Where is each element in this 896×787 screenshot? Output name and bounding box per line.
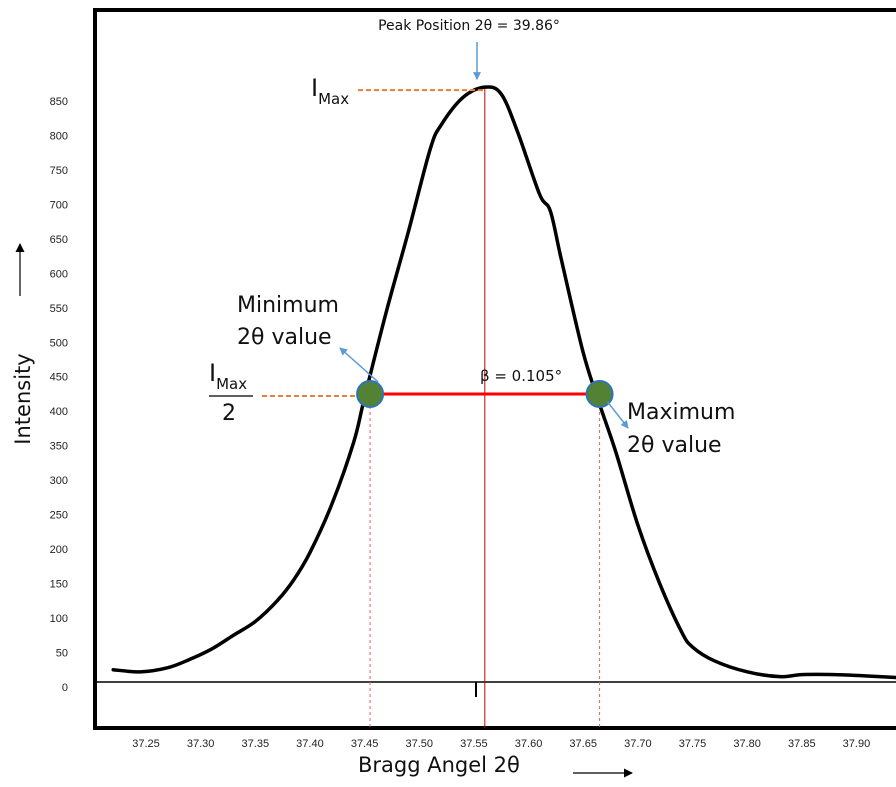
- max-2theta-label-line2: 2θ value: [627, 433, 722, 458]
- y-tick-label: 0: [62, 682, 68, 694]
- y-tick-label: 300: [50, 475, 68, 487]
- y-tick-label: 150: [50, 579, 68, 591]
- y-tick-label: 100: [50, 613, 68, 625]
- y-tick-label: 700: [50, 199, 68, 211]
- max-pointer-arrow: [607, 401, 629, 429]
- x-tick-label: 37.75: [679, 738, 707, 750]
- x-axis-title: Bragg Angel 2θ: [358, 753, 520, 777]
- max-2theta-label-line1: Maximum: [627, 400, 735, 425]
- half-max-numerator: IMax: [209, 359, 247, 393]
- beta-label: β = 0.105°: [480, 367, 562, 385]
- min-2theta-label-line2: 2θ value: [237, 325, 332, 350]
- min-pointer-arrow: [339, 347, 379, 383]
- y-tick-label: 400: [50, 406, 68, 418]
- imax-label-sub: Max: [318, 90, 349, 108]
- imax-label: IMax: [311, 74, 349, 108]
- y-axis-title: Intensity: [11, 353, 35, 444]
- series-line: [111, 85, 896, 680]
- x-tick-label: 37.45: [351, 738, 379, 750]
- y-tick-label: 650: [50, 234, 68, 246]
- y-tick-label: 200: [50, 544, 68, 556]
- y-tick-label: 800: [50, 130, 68, 142]
- y-tick-label: 550: [50, 303, 68, 315]
- half-max-numerator-sub: Max: [216, 375, 247, 393]
- x-tick-label: 37.80: [733, 738, 761, 750]
- x-tick-label: 37.50: [405, 738, 433, 750]
- imax-label-main: I: [311, 74, 318, 102]
- x-tick-label: 37.85: [788, 738, 816, 750]
- min-2theta-point: [356, 379, 385, 408]
- x-tick-label: 37.55: [460, 738, 488, 750]
- plot-frame: [93, 8, 896, 730]
- y-tick-label: 750: [50, 165, 68, 177]
- y-tick-labels: 0 50 100 150 200 250 300 350 400 450 500 550 600 650 7…: [50, 96, 68, 694]
- x-tick-label: 37.35: [242, 738, 270, 750]
- x-tick-label: 37.70: [624, 738, 652, 750]
- x-tick-label: 37.25: [132, 738, 160, 750]
- y-tick-label: 250: [50, 510, 68, 522]
- min-2theta-label-line1: Minimum: [237, 293, 339, 318]
- x-tick-label: 37.90: [843, 738, 871, 750]
- x-tick-label: 37.40: [296, 738, 324, 750]
- half-max-denominator: 2: [222, 401, 236, 426]
- y-tick-label: 50: [56, 648, 68, 660]
- x-tick-label: 37.60: [515, 738, 543, 750]
- y-tick-label: 850: [50, 96, 68, 108]
- y-tick-label: 350: [50, 441, 68, 453]
- peak-position-label: Peak Position 2θ = 39.86°: [378, 18, 560, 34]
- y-tick-label: 500: [50, 337, 68, 349]
- y-tick-label: 450: [50, 372, 68, 384]
- x-tick-label: 37.65: [569, 738, 597, 750]
- y-tick-label: 600: [50, 268, 68, 280]
- max-2theta-point: [585, 379, 614, 408]
- x-tick-label: 37.30: [187, 738, 215, 750]
- x-tick-labels: 37.25 37.30 37.35 37.40 37.45 37.50 37.55 37.60…: [132, 738, 871, 750]
- half-max-numerator-main: I: [209, 359, 216, 387]
